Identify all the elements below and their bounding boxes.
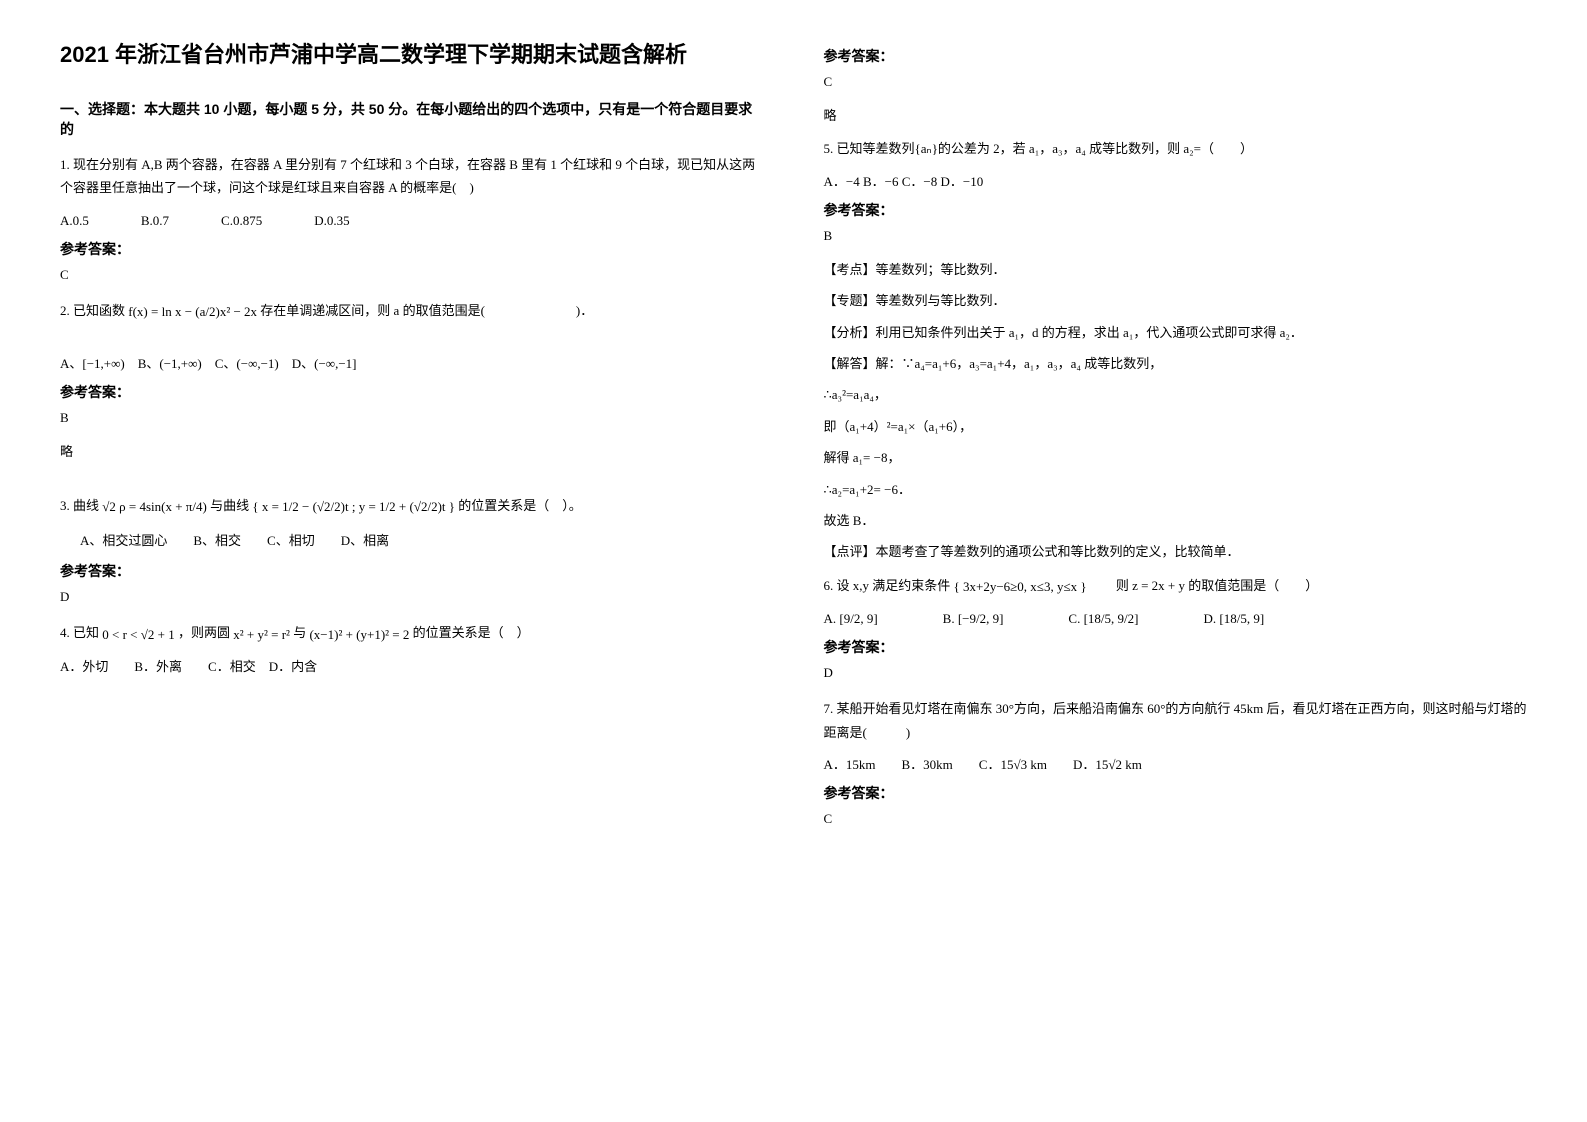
answer-label-3: 参考答案： [60,561,764,581]
question-5: 5. 已知等差数列{aₙ}的公差为 2，若 a₁，a₃，a₄ 成等比数列，则 a… [824,137,1528,160]
q5-line4: 【解答】解：∵a₄=a₁+6，a₃=a₁+4，a₁，a₃，a₄ 成等比数列， [824,352,1528,375]
question-3-options: A、相交过圆心 B、相交 C、相切 D、相离 [80,530,764,549]
q5-line10: 【点评】本题考查了等差数列的通项公式和等比数列的定义，比较简单． [824,540,1528,563]
q4-mid: ，则两圆 [178,625,230,640]
question-4: 4. 已知 0 < r < √2 + 1 ，则两圆 x² + y² = r² 与… [60,621,764,646]
q2-formula: f(x) = ln x − (a/2)x² − 2x [128,300,257,323]
q2-suffix: 存在单调递减区间，则 a 的取值范围是( )． [260,303,593,318]
q6-mid: 则 z = 2x + y 的取值范围是（ ） [1090,578,1318,593]
answer-label-7: 参考答案： [824,783,1528,803]
answer-label-1: 参考答案： [60,239,764,259]
answer-2: B [60,410,764,426]
q5-line5: ∴a₃²=a₁a₄， [824,383,1528,406]
q3-mid: 与曲线 [210,498,252,513]
q5-line3: 【分析】利用已知条件列出关于 a₁，d 的方程，求出 a₁，代入通项公式即可求得… [824,321,1528,344]
q5-line1: 【考点】等差数列；等比数列． [824,258,1528,281]
question-4-options: A．外切 B．外离 C．相交 D．内含 [60,656,764,675]
q4-formula3: (x−1)² + (y+1)² = 2 [309,623,409,646]
q4-formula2: x² + y² = r² [233,623,290,646]
answer-label-2: 参考答案： [60,382,764,402]
q5-line8: ∴a₂=a₁+2= −6． [824,478,1528,501]
note-2: 略 [60,440,764,463]
q5-line2: 【专题】等差数列与等比数列． [824,289,1528,312]
answer-label-5: 参考答案： [824,200,1528,220]
question-2: 2. 已知函数 f(x) = ln x − (a/2)x² − 2x 存在单调递… [60,299,764,324]
question-7: 7. 某船开始看见灯塔在南偏东 30°方向，后来船沿南偏东 60°的方向航行 4… [824,697,1528,744]
question-2-options: A、[−1,+∞) B、(−1,+∞) C、(−∞,−1) D、(−∞,−1] [60,353,764,372]
q4-prefix: 4. 已知 [60,625,99,640]
q3-suffix: 的位置关系是（ ）。 [458,498,582,513]
left-column: 2021 年浙江省台州市芦浦中学高二数学理下学期期末试题含解析 一、选择题：本大… [60,40,764,1082]
q6-prefix: 6. 设 x,y 满足约束条件 [824,578,951,593]
answer-3: D [60,589,764,605]
question-7-options: A．15km B．30km C．15√3 km D．15√2 km [824,754,1528,773]
answer-4: C [824,74,1528,90]
q5-line9: 故选 B． [824,509,1528,532]
q5-line6: 即（a₁+4）²=a₁×（a₁+6）， [824,415,1528,438]
q3-prefix: 3. 曲线 [60,498,99,513]
answer-7: C [824,811,1528,827]
answer-label-6: 参考答案： [824,637,1528,657]
answer-6: D [824,665,1528,681]
question-1: 1. 现在分别有 A,B 两个容器，在容器 A 里分别有 7 个红球和 3 个白… [60,153,764,200]
question-3: 3. 曲线 √2 ρ = 4sin(x + π/4) 与曲线 { x = 1/2… [60,494,764,519]
q6-constraint: { 3x+2y−6≥0, x≤3, y≤x } [954,575,1087,598]
question-1-options: A.0.5 B.0.7 C.0.875 D.0.35 [60,210,764,229]
q4-suffix: 的位置关系是（ ） [413,625,530,640]
q4-mid2: 与 [293,625,309,640]
q5-line7: 解得 a₁= −8， [824,446,1528,469]
section-1-header: 一、选择题：本大题共 10 小题，每小题 5 分，共 50 分。在每小题给出的四… [60,99,764,139]
answer-1: C [60,267,764,283]
question-6-options: A. [9/2, 9] B. [−9/2, 9] C. [18/5, 9/2] … [824,608,1528,627]
q3-formula1: √2 ρ = 4sin(x + π/4) [102,495,207,518]
q3-formula2: { x = 1/2 − (√2/2)t ; y = 1/2 + (√2/2)t … [252,495,455,518]
question-6: 6. 设 x,y 满足约束条件 { 3x+2y−6≥0, x≤3, y≤x } … [824,574,1528,599]
q2-prefix: 2. 已知函数 [60,303,125,318]
right-column: 参考答案： C 略 5. 已知等差数列{aₙ}的公差为 2，若 a₁，a₃，a₄… [824,40,1528,1082]
answer-label-4: 参考答案： [824,46,1528,66]
question-5-options: A．−4 B．−6 C．−8 D．−10 [824,171,1528,190]
exam-title: 2021 年浙江省台州市芦浦中学高二数学理下学期期末试题含解析 [60,40,764,71]
q4-formula1: 0 < r < √2 + 1 [102,623,174,646]
note-4: 略 [824,104,1528,127]
answer-5: B [824,228,1528,244]
